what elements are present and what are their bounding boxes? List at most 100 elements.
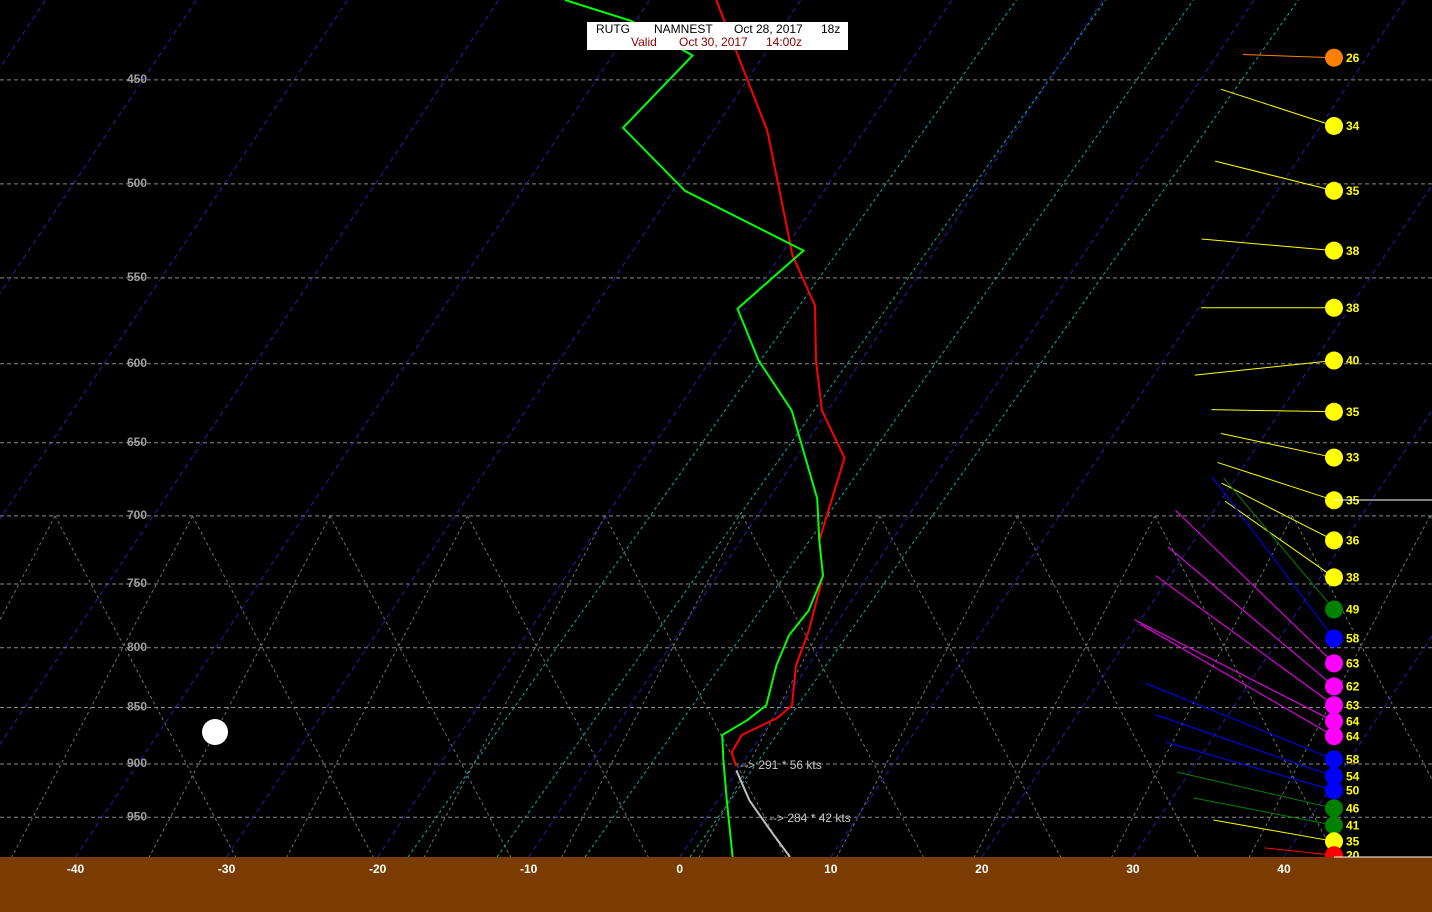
adiabat: [698, 515, 881, 858]
wind-dot: [1325, 448, 1343, 467]
mixing-ratio-line: [689, 0, 1299, 858]
isotherm: [1132, 409, 1432, 858]
wind-speed-label: 36: [1346, 534, 1360, 548]
wind-barb: [1243, 54, 1335, 59]
wind-barb: [1217, 461, 1335, 501]
wind-barb: [1211, 476, 1335, 639]
wind-speed-label: 40: [1346, 354, 1360, 368]
wind-dot: [1325, 241, 1343, 260]
wind-dot: [1325, 531, 1343, 550]
wind-dot: [1325, 298, 1343, 317]
wind-barb: [1145, 682, 1335, 760]
adiabat: [561, 515, 743, 858]
wind-barb: [1220, 433, 1335, 459]
wind-speed-label: 34: [1346, 119, 1360, 133]
x-tick-label: 40: [1277, 862, 1291, 876]
x-tick-label: 0: [676, 862, 683, 876]
mixing-ratio-line: [496, 0, 1106, 858]
axes: 450 500 550 600 650 700 750 800 850 900 950 -40 -30 -…: [67, 72, 1291, 876]
wind-dot: [1325, 816, 1343, 835]
y-tick-label: 450: [127, 72, 147, 86]
profiles: [564, 0, 846, 858]
isotherm: [75, 0, 651, 858]
adiabat: [1292, 515, 1432, 781]
wind-speed-label: 58: [1346, 632, 1360, 646]
wind-barb: [1221, 482, 1335, 541]
y-tick-label: 750: [127, 576, 147, 590]
grid: [0, 0, 1432, 858]
model: NAMNEST: [654, 22, 713, 36]
wind-speed-label: 63: [1346, 657, 1360, 671]
y-tick-label: 800: [127, 640, 147, 654]
mixing-ratio-line: [407, 0, 1017, 858]
adiabat: [54, 515, 237, 858]
wind-dot: [1325, 116, 1343, 135]
isotherm: [981, 184, 1432, 858]
isotherm: [226, 0, 802, 858]
y-tick-label: 550: [127, 270, 147, 284]
wind-dot: [1325, 629, 1343, 648]
header-box: RUTG NAMNEST Oct 28, 2017 18z Valid Oct …: [587, 22, 848, 50]
adiabat: [148, 515, 331, 858]
adiabat: [1111, 515, 1293, 858]
adiabat: [973, 515, 1156, 858]
wind-speed-label: 46: [1346, 801, 1360, 815]
wind-speed-label: 38: [1346, 244, 1360, 258]
wind-speed-label: 35: [1346, 184, 1360, 198]
y-tick-label: 650: [127, 435, 147, 449]
x-tick-label: -10: [520, 862, 538, 876]
valid-date: Oct 30, 2017: [679, 35, 748, 49]
wind-dot: [1325, 351, 1343, 370]
wind-speed-label: 54: [1346, 769, 1360, 783]
wind-dot: [1325, 568, 1343, 587]
profile-line: [564, 0, 825, 858]
wind-dot: [1325, 654, 1343, 673]
valid-time: 14:00z: [766, 35, 802, 49]
header-background: [587, 22, 848, 50]
annotation: --> 291 * 56 kts: [740, 758, 822, 772]
y-tick-label: 500: [127, 176, 147, 190]
wind-speed-label: 35: [1346, 834, 1360, 848]
wind-speed-label: 64: [1346, 715, 1360, 729]
wind-dot: [1325, 799, 1343, 818]
wind-barb: [1177, 771, 1335, 809]
wind-speed-label: 35: [1346, 405, 1360, 419]
adiabat: [1017, 515, 1199, 858]
x-tick-label: -40: [67, 862, 85, 876]
adiabat: [329, 515, 512, 858]
wind-speed-label: 49: [1346, 603, 1360, 617]
wind-barb: [1175, 509, 1335, 664]
y-tick-label: 700: [127, 508, 147, 522]
wind-dot: [1325, 727, 1343, 746]
profile-line: [735, 769, 791, 858]
y-tick-label: 950: [127, 809, 147, 823]
adiabat: [742, 515, 924, 858]
adiabat: [192, 515, 374, 858]
wind-barb: [1155, 714, 1335, 777]
wind-dot: [1325, 781, 1343, 800]
wind-barb: [1211, 409, 1335, 413]
isotherm: [1283, 635, 1432, 858]
isotherm: [679, 0, 1255, 858]
y-tick-label: 900: [127, 756, 147, 770]
x-tick-label: -30: [218, 862, 236, 876]
x-tick-label: 20: [975, 862, 989, 876]
y-tick-label: 850: [127, 700, 147, 714]
wind-dot: [1325, 181, 1343, 200]
x-tick-label: 10: [824, 862, 838, 876]
wind-dot: [1325, 600, 1343, 619]
wind-barb: [1139, 623, 1335, 737]
wind-barb: [1134, 619, 1335, 722]
wind-speed-label: 38: [1346, 301, 1360, 315]
adiabat: [836, 515, 1018, 858]
adiabat: [423, 515, 606, 858]
wind-dot: [1325, 832, 1343, 851]
wind-barb: [1220, 88, 1335, 127]
init-hour: 18z: [821, 22, 840, 36]
y-tick-label: 600: [127, 356, 147, 370]
x-tick-label: 30: [1126, 862, 1140, 876]
x-tick-label: -20: [369, 862, 387, 876]
wind-speed-label: 62: [1346, 680, 1360, 694]
wind-dot: [1325, 750, 1343, 769]
